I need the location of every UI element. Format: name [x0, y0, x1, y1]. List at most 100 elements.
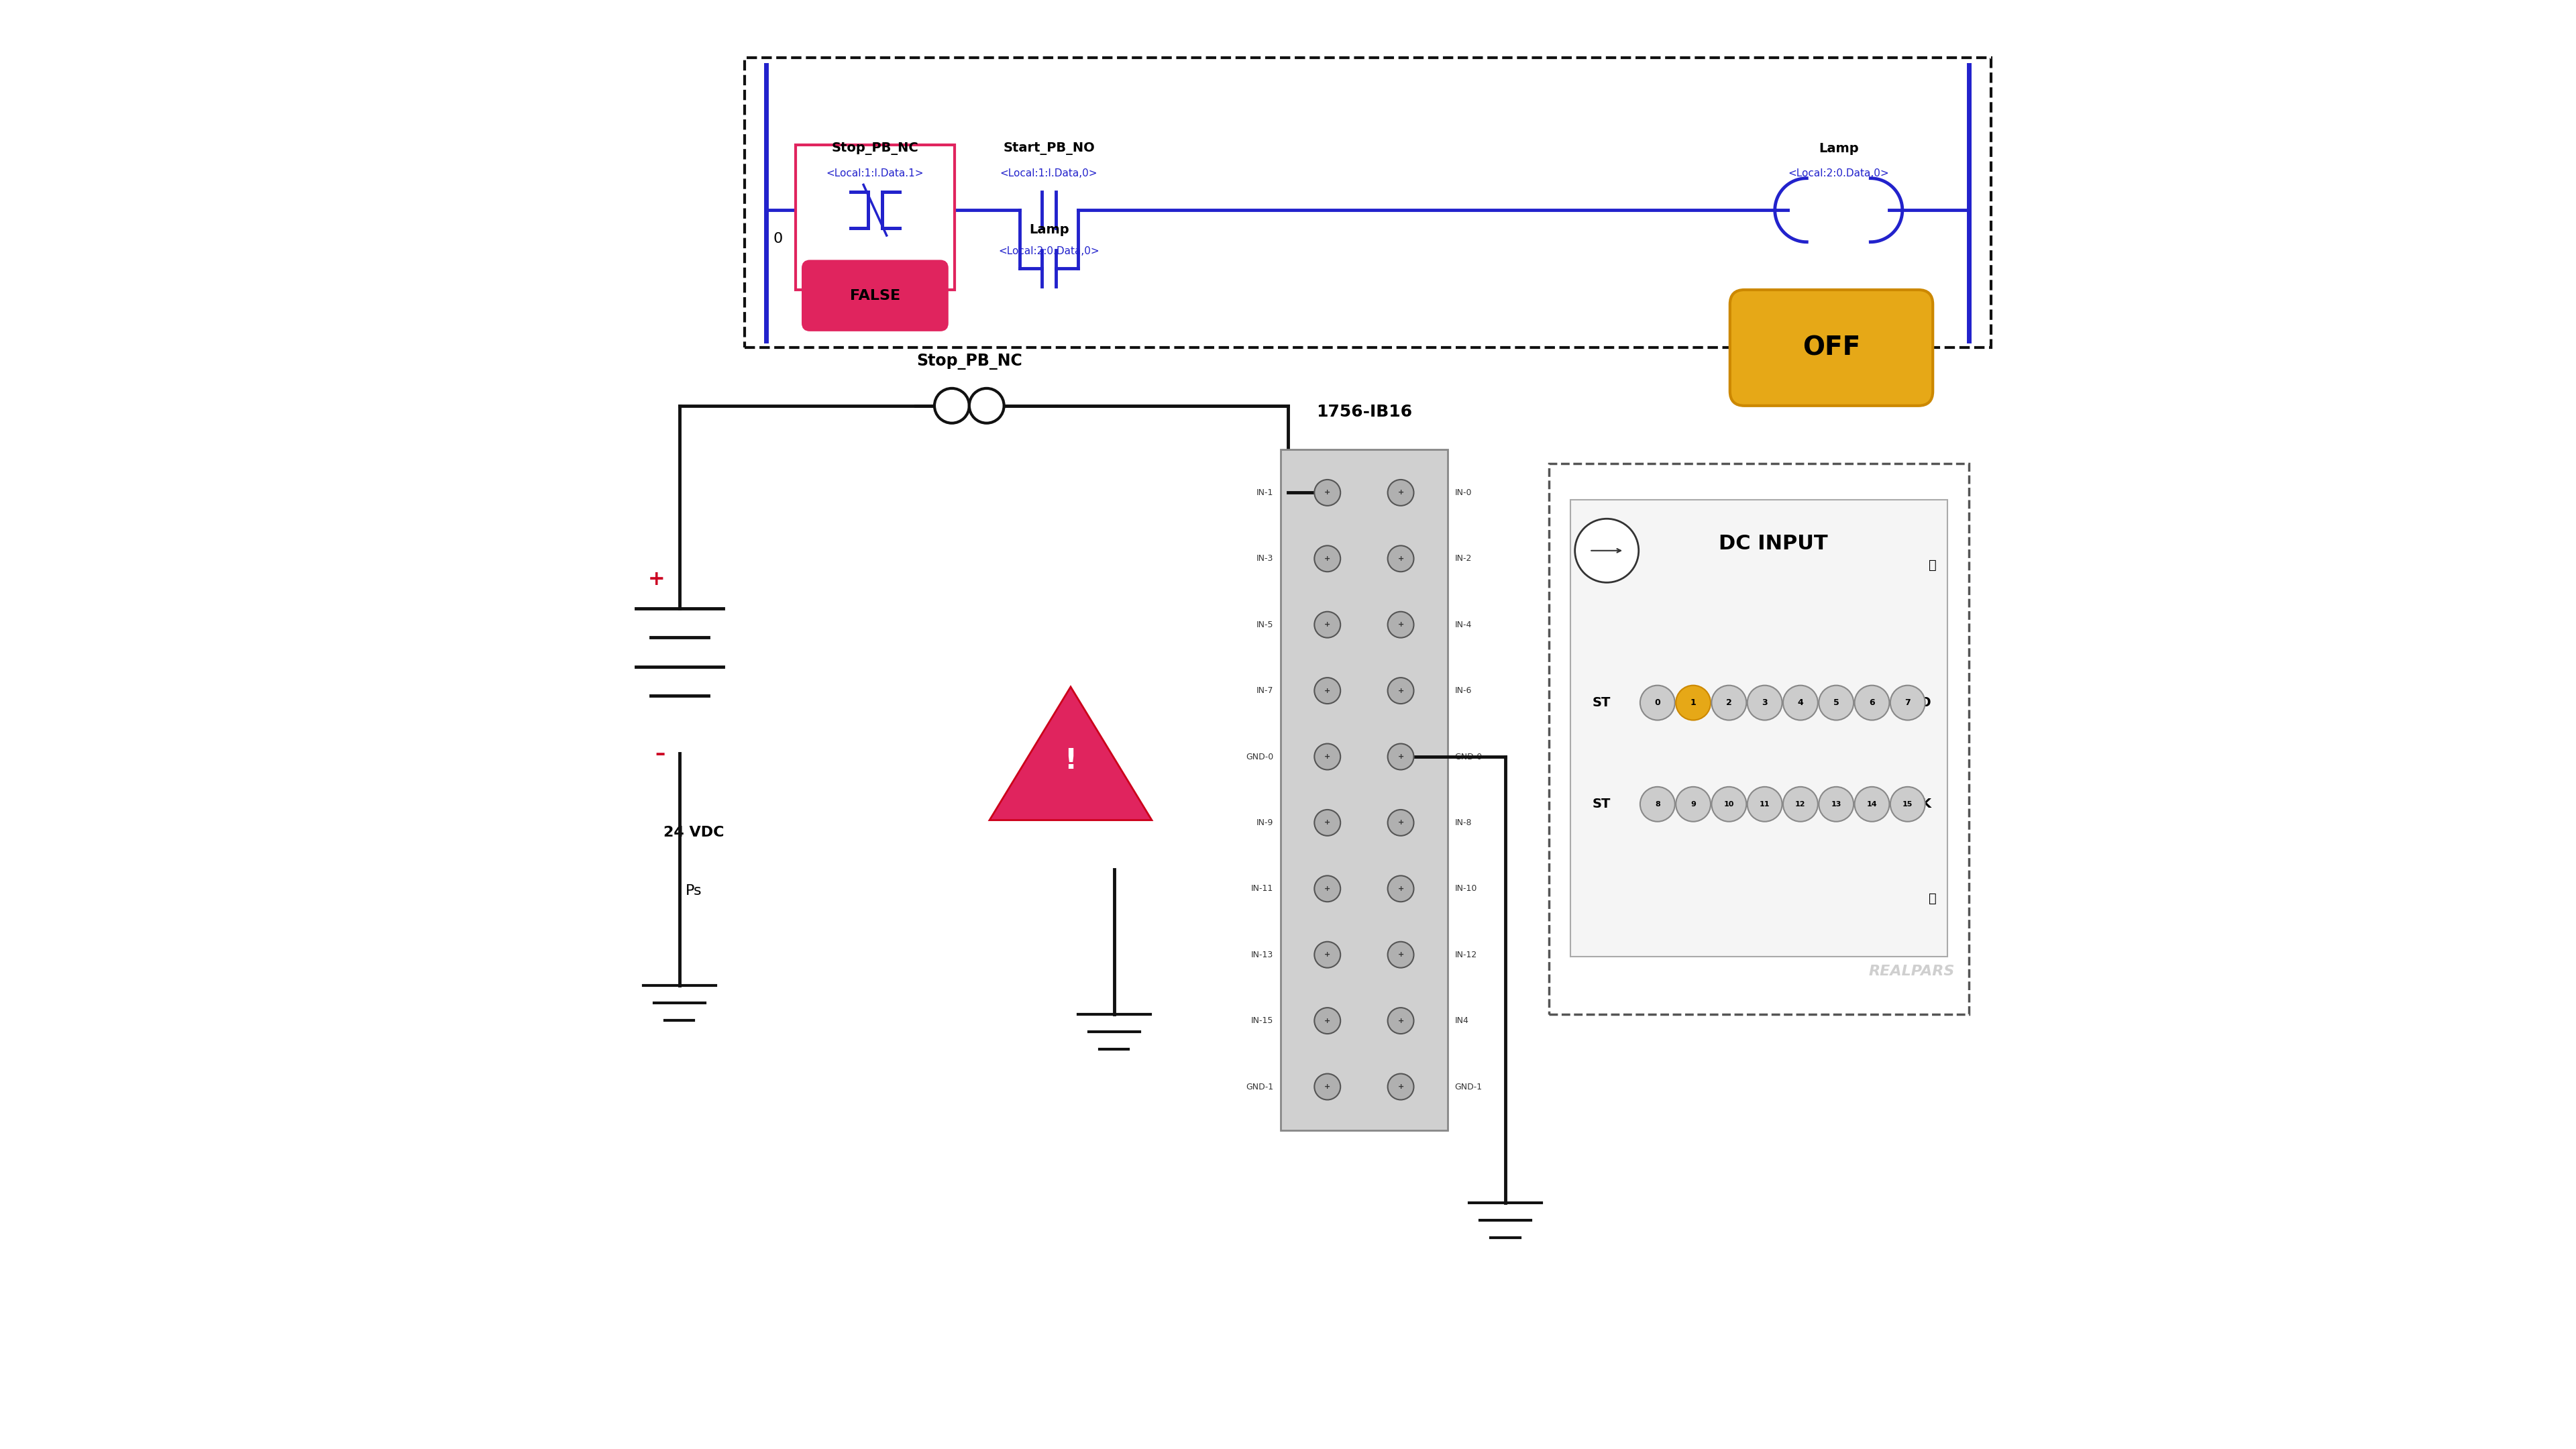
Text: <Local:1:I.Data.1>: <Local:1:I.Data.1> [827, 168, 925, 178]
Text: ST: ST [1592, 697, 1610, 709]
Circle shape [1747, 787, 1783, 822]
Circle shape [1388, 480, 1414, 506]
Circle shape [1314, 743, 1340, 769]
Circle shape [1855, 685, 1888, 720]
Text: +: + [1399, 819, 1404, 826]
Text: 0: 0 [773, 232, 783, 246]
Text: +: + [1399, 622, 1404, 627]
Text: +: + [1399, 687, 1404, 694]
Text: IN-10: IN-10 [1455, 884, 1476, 893]
FancyBboxPatch shape [1731, 290, 1932, 406]
Text: +: + [1399, 555, 1404, 562]
Circle shape [1314, 1074, 1340, 1100]
Circle shape [1641, 787, 1674, 822]
Circle shape [1388, 743, 1414, 769]
Text: 10: 10 [1723, 801, 1734, 807]
Circle shape [1314, 810, 1340, 836]
Circle shape [1641, 685, 1674, 720]
Text: GND-0: GND-0 [1247, 752, 1273, 761]
Text: IN-6: IN-6 [1455, 687, 1471, 696]
Circle shape [1747, 685, 1783, 720]
Text: FALSE: FALSE [850, 288, 899, 303]
Text: 1: 1 [1690, 698, 1695, 707]
FancyBboxPatch shape [1571, 500, 1947, 956]
Text: 15: 15 [1904, 801, 1914, 807]
Circle shape [1819, 787, 1855, 822]
Text: +: + [1399, 1017, 1404, 1024]
Text: 9: 9 [1690, 801, 1695, 807]
Circle shape [1314, 942, 1340, 968]
Text: GND-0: GND-0 [1455, 752, 1481, 761]
Text: +: + [1324, 555, 1332, 562]
FancyBboxPatch shape [1280, 449, 1448, 1130]
Text: 1756-IB16: 1756-IB16 [1316, 404, 1412, 420]
Circle shape [1388, 546, 1414, 572]
Text: –: – [654, 743, 665, 764]
Text: Start_PB_NO: Start_PB_NO [1002, 142, 1095, 155]
Text: O: O [1919, 697, 1932, 709]
Text: 13: 13 [1832, 801, 1842, 807]
Text: +: + [1399, 952, 1404, 958]
Text: <Local:2:0.Data,0>: <Local:2:0.Data,0> [1788, 168, 1888, 178]
Circle shape [1677, 787, 1710, 822]
Circle shape [1314, 1007, 1340, 1033]
Text: Ps: Ps [685, 884, 703, 897]
FancyBboxPatch shape [796, 145, 956, 290]
Text: +: + [1399, 490, 1404, 496]
FancyBboxPatch shape [744, 58, 1991, 348]
Circle shape [1388, 942, 1414, 968]
Circle shape [1388, 678, 1414, 704]
Text: 8: 8 [1654, 801, 1659, 807]
Text: +: + [1324, 490, 1332, 496]
Text: +: + [1324, 952, 1332, 958]
Text: REALPARS: REALPARS [1868, 965, 1955, 978]
Text: 4: 4 [1798, 698, 1803, 707]
Circle shape [1314, 611, 1340, 638]
Text: IN-0: IN-0 [1455, 488, 1471, 497]
Text: !: ! [1064, 746, 1077, 775]
Circle shape [969, 388, 1005, 423]
Text: +: + [1399, 885, 1404, 893]
Circle shape [1783, 787, 1819, 822]
Circle shape [1710, 685, 1747, 720]
Text: <Local:1:I.Data,0>: <Local:1:I.Data,0> [999, 168, 1097, 178]
Text: IN-8: IN-8 [1455, 819, 1471, 827]
Text: IN4: IN4 [1455, 1016, 1468, 1024]
Text: IN-11: IN-11 [1252, 884, 1273, 893]
Circle shape [1783, 685, 1819, 720]
Text: ST: ST [1592, 798, 1610, 810]
Circle shape [1314, 546, 1340, 572]
Circle shape [1891, 685, 1924, 720]
Text: 🔒: 🔒 [1929, 893, 1937, 904]
Circle shape [1388, 1007, 1414, 1033]
Text: IN-13: IN-13 [1252, 951, 1273, 959]
Circle shape [1710, 787, 1747, 822]
Circle shape [1314, 480, 1340, 506]
Circle shape [1314, 875, 1340, 901]
Text: Stop_PB_NC: Stop_PB_NC [832, 142, 920, 155]
Text: IN-7: IN-7 [1257, 687, 1273, 696]
FancyBboxPatch shape [1548, 464, 1968, 1014]
Text: IN-12: IN-12 [1455, 951, 1476, 959]
Circle shape [1388, 810, 1414, 836]
Text: 5: 5 [1834, 698, 1839, 707]
FancyBboxPatch shape [804, 261, 948, 330]
Circle shape [1314, 678, 1340, 704]
Text: Lamp: Lamp [1819, 142, 1860, 155]
Text: +: + [1399, 1084, 1404, 1090]
Text: Stop_PB_NC: Stop_PB_NC [917, 354, 1023, 369]
Text: 3: 3 [1762, 698, 1767, 707]
Text: +: + [647, 569, 665, 590]
Circle shape [1677, 685, 1710, 720]
Circle shape [1388, 875, 1414, 901]
Text: OFF: OFF [1803, 335, 1860, 361]
Text: IN-3: IN-3 [1257, 555, 1273, 564]
Circle shape [1891, 787, 1924, 822]
Text: IN-1: IN-1 [1257, 488, 1273, 497]
Circle shape [1855, 787, 1888, 822]
Text: +: + [1324, 1084, 1332, 1090]
Text: IN-9: IN-9 [1257, 819, 1273, 827]
Text: 0: 0 [1654, 698, 1662, 707]
Text: IN-15: IN-15 [1252, 1016, 1273, 1024]
Text: IN-4: IN-4 [1455, 620, 1471, 629]
